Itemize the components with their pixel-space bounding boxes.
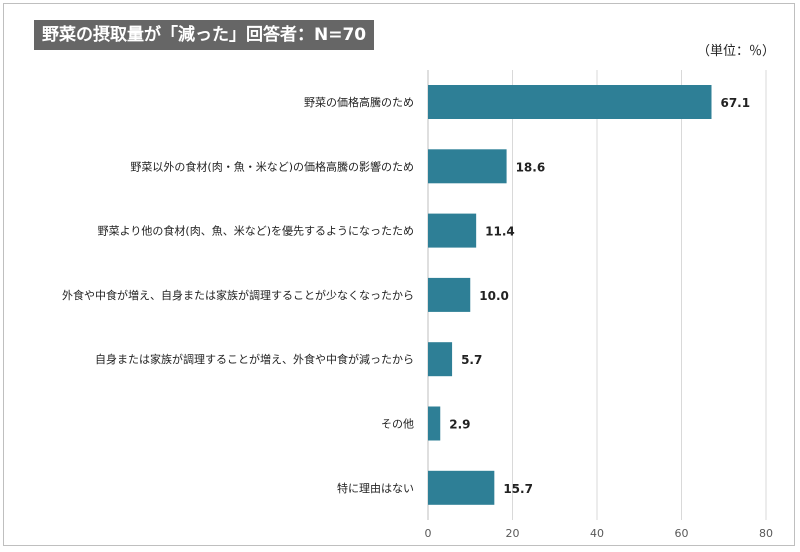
bar	[428, 277, 471, 312]
bar	[428, 406, 441, 441]
bar	[428, 149, 507, 184]
x-tick-label: 20	[506, 527, 520, 540]
data-label: 11.4	[485, 225, 515, 239]
x-tick-label: 0	[425, 527, 432, 540]
x-tick-label: 40	[590, 527, 604, 540]
x-tick-label: 60	[675, 527, 689, 540]
data-label: 5.7	[461, 353, 482, 367]
category-label: 自身または家族が調理することが増え、外食や中食が減ったから	[95, 352, 414, 366]
category-label: 野菜より他の食材(肉、魚、米など)を優先するようになったため	[98, 224, 414, 238]
chart-title: 野菜の摂取量が「減った」回答者：N=70	[34, 20, 375, 50]
data-label: 2.9	[449, 418, 470, 432]
bar	[428, 213, 477, 248]
data-label: 18.6	[516, 160, 546, 174]
category-label: 野菜の価格高騰のため	[304, 95, 414, 109]
bar	[428, 342, 453, 377]
category-label: 特に理由はない	[337, 481, 414, 495]
data-label: 10.0	[479, 289, 509, 303]
x-tick-label: 80	[759, 527, 773, 540]
category-label: 野菜以外の食材(肉・魚・米など)の価格高騰の影響のため	[130, 159, 414, 173]
unit-label: （単位：％）	[697, 44, 776, 59]
data-label: 67.1	[720, 96, 750, 110]
category-label: 外食や中食が増え、自身または家族が調理することが少なくなったから	[62, 288, 414, 302]
data-label: 15.7	[503, 482, 533, 496]
bar	[428, 470, 495, 505]
bar	[428, 85, 712, 119]
category-label: その他	[381, 418, 414, 431]
